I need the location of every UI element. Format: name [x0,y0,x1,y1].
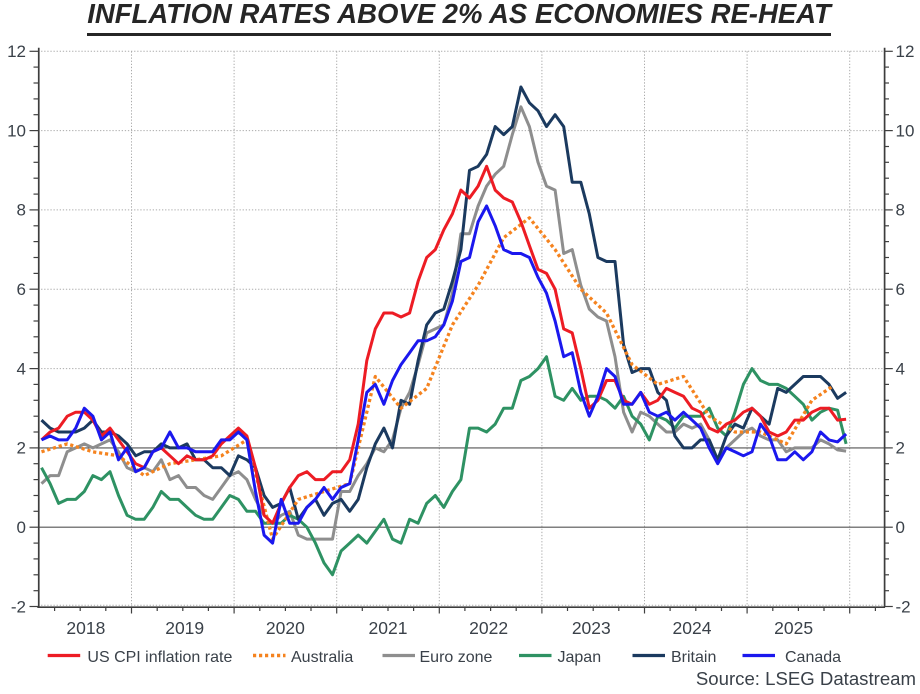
svg-text:12: 12 [7,42,26,61]
svg-text:4: 4 [896,359,905,378]
svg-text:10: 10 [896,121,915,140]
svg-text:2023: 2023 [572,618,611,638]
svg-text:8: 8 [17,201,26,220]
svg-text:2022: 2022 [469,618,508,638]
svg-text:6: 6 [896,280,905,299]
svg-text:Britain: Britain [671,649,716,666]
svg-text:-2: -2 [896,597,911,616]
svg-text:Source: LSEG Datastream: Source: LSEG Datastream [696,668,916,689]
svg-text:US CPI inflation rate: US CPI inflation rate [87,649,232,666]
svg-text:Japan: Japan [558,649,602,666]
svg-text:Australia: Australia [291,649,353,666]
svg-text:0: 0 [17,518,26,537]
svg-text:2: 2 [17,439,26,458]
svg-text:Euro zone: Euro zone [420,649,493,666]
svg-text:2019: 2019 [165,618,204,638]
svg-text:4: 4 [17,359,26,378]
svg-text:6: 6 [17,280,26,299]
svg-text:12: 12 [896,42,915,61]
svg-text:2024: 2024 [673,618,712,638]
svg-text:Canada: Canada [785,649,841,666]
svg-text:2018: 2018 [66,618,105,638]
svg-text:0: 0 [896,518,905,537]
svg-text:2025: 2025 [774,618,813,638]
svg-text:8: 8 [896,201,905,220]
svg-text:2: 2 [896,439,905,458]
svg-text:-2: -2 [11,597,26,616]
svg-text:10: 10 [7,121,26,140]
svg-text:2021: 2021 [369,618,408,638]
svg-text:INFLATION RATES ABOVE 2% AS EC: INFLATION RATES ABOVE 2% AS ECONOMIES RE… [87,0,833,29]
svg-text:2020: 2020 [266,618,305,638]
